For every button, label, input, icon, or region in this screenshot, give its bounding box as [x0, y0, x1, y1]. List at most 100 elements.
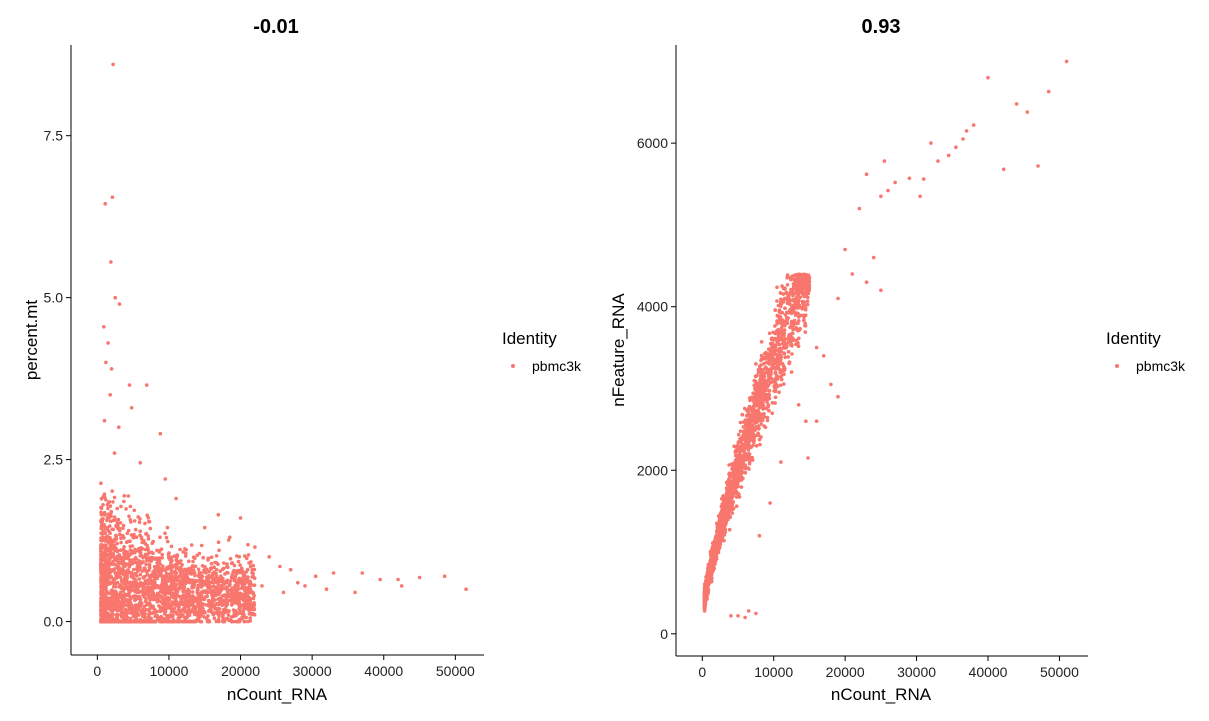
data-point	[137, 577, 142, 581]
data-point	[182, 584, 187, 589]
data-point	[188, 578, 193, 582]
data-point	[99, 616, 103, 621]
data-point	[149, 559, 153, 563]
panel-1-legend-key	[511, 364, 515, 368]
data-point	[121, 533, 125, 538]
data-point	[108, 524, 112, 528]
data-point	[149, 550, 154, 555]
data-point	[245, 576, 249, 581]
data-point	[167, 555, 171, 560]
data-point	[197, 578, 201, 583]
data-point	[132, 508, 137, 513]
data-point	[146, 593, 150, 598]
panel-1-y-label: percent.mt	[22, 300, 41, 381]
data-point	[236, 559, 241, 564]
data-point	[106, 506, 110, 511]
panel-2-title: 0.93	[862, 16, 901, 38]
data-point	[155, 557, 159, 562]
data-point	[396, 577, 400, 582]
data-point	[775, 285, 779, 290]
data-point	[101, 503, 105, 507]
data-point	[225, 578, 230, 583]
data-point	[124, 585, 129, 589]
data-point	[167, 619, 172, 624]
data-point	[786, 295, 791, 299]
data-point	[125, 531, 130, 536]
data-point	[119, 540, 123, 545]
data-point	[228, 556, 233, 561]
data-point	[165, 596, 170, 600]
data-point	[739, 485, 744, 489]
data-point	[127, 565, 132, 569]
data-point	[251, 611, 255, 616]
data-point	[163, 477, 168, 481]
data-point	[181, 589, 185, 594]
data-point	[129, 570, 134, 575]
data-point	[111, 540, 115, 544]
data-point	[121, 619, 126, 624]
data-point	[378, 577, 383, 582]
data-point	[789, 287, 793, 292]
data-point	[202, 597, 207, 601]
data-point	[123, 592, 127, 596]
data-point	[740, 412, 745, 417]
data-point	[773, 324, 777, 328]
data-point	[199, 573, 203, 577]
data-point	[108, 591, 112, 596]
data-point	[225, 590, 230, 594]
data-point	[214, 554, 219, 558]
data-point	[160, 619, 164, 624]
data-point	[151, 539, 155, 544]
data-point	[112, 567, 117, 571]
data-point	[756, 424, 761, 428]
data-point	[169, 606, 173, 611]
data-point	[117, 532, 122, 537]
data-point	[738, 420, 743, 425]
data-point	[313, 574, 318, 578]
data-point	[783, 287, 787, 291]
data-point	[251, 596, 256, 601]
data-point	[267, 555, 272, 559]
data-point	[160, 552, 164, 557]
data-point	[250, 571, 254, 575]
data-point	[759, 340, 764, 344]
data-point	[108, 549, 112, 554]
data-point	[135, 567, 139, 571]
data-point	[797, 328, 802, 332]
data-point	[731, 461, 735, 466]
data-point	[730, 511, 735, 515]
data-point	[186, 611, 190, 616]
data-point	[762, 367, 766, 371]
data-point	[782, 334, 786, 338]
data-point	[154, 576, 158, 581]
data-point	[99, 481, 103, 486]
panel-1: -0.01 0 10000 20000 30000 40000 50000 0.02.55…	[22, 16, 582, 704]
data-point	[747, 445, 752, 450]
data-point	[231, 570, 235, 574]
data-point	[202, 568, 206, 572]
data-point	[131, 576, 136, 580]
data-point	[118, 583, 122, 587]
data-point	[170, 555, 174, 559]
data-point	[134, 535, 139, 539]
data-point	[109, 588, 114, 593]
data-point	[191, 604, 196, 608]
data-point	[214, 576, 218, 580]
data-point	[184, 570, 189, 575]
data-point	[128, 504, 133, 509]
data-point	[169, 576, 173, 580]
data-point	[196, 604, 200, 608]
data-point	[251, 574, 255, 579]
data-point	[122, 578, 126, 582]
data-point	[188, 619, 193, 624]
data-point	[186, 587, 190, 592]
data-point	[157, 598, 161, 603]
data-point	[108, 544, 113, 548]
data-point	[165, 586, 169, 590]
data-point	[100, 585, 104, 590]
data-point	[127, 594, 132, 599]
data-point	[250, 602, 255, 607]
data-point	[211, 592, 216, 597]
data-point	[126, 619, 131, 624]
